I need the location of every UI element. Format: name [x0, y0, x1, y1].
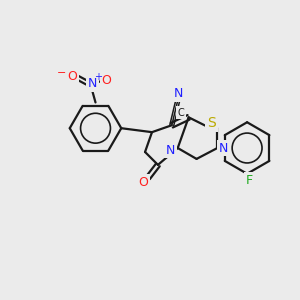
- Text: N: N: [174, 87, 183, 100]
- Text: S: S: [207, 116, 216, 130]
- Text: O: O: [138, 176, 148, 189]
- Text: N: N: [219, 142, 228, 154]
- Text: N: N: [166, 143, 176, 157]
- Text: +: +: [94, 72, 103, 82]
- Text: O: O: [67, 70, 77, 83]
- Text: F: F: [245, 174, 253, 187]
- Text: O: O: [101, 74, 111, 87]
- Text: −: −: [57, 68, 67, 78]
- Text: C: C: [177, 108, 184, 118]
- Text: N: N: [88, 77, 97, 90]
